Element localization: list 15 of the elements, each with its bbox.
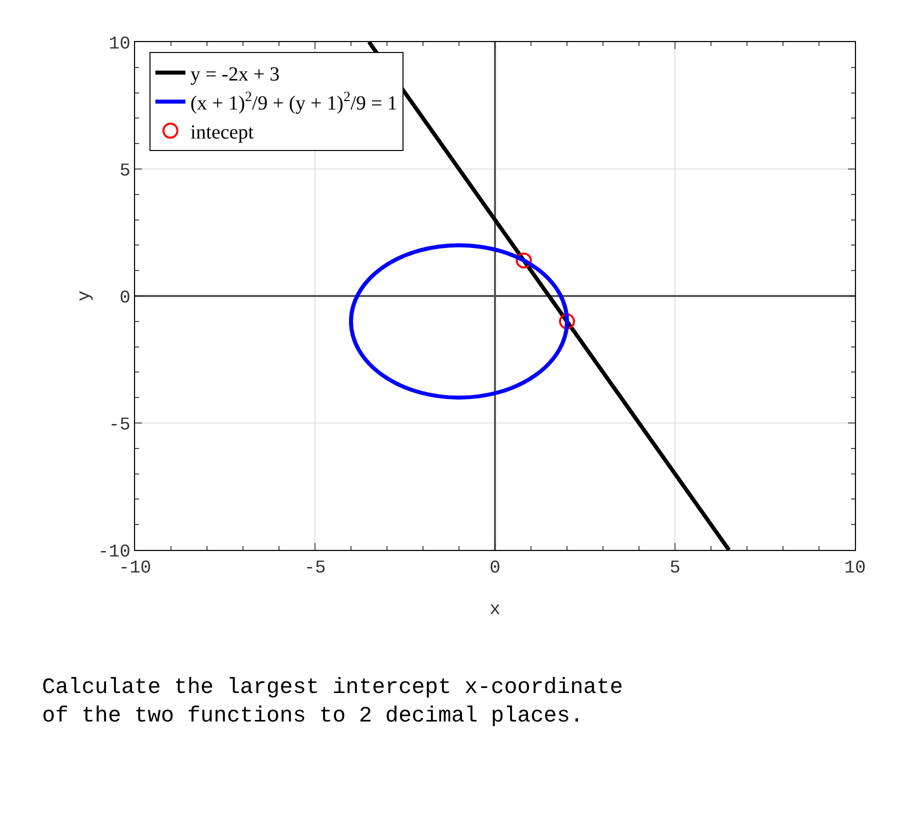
x-tick-label: 10 [844,558,866,579]
x-tick-label: 5 [670,558,680,579]
y-tick-label: 10 [108,34,130,54]
y-tick-label: 5 [120,161,130,182]
y-tick-label: 0 [120,288,130,308]
legend-label: y = -2x + 3 [190,63,280,86]
legend-label: intecept [190,121,254,144]
x-axis-title: x [490,600,500,620]
x-tick-label: -5 [304,558,326,579]
x-tick-label: 0 [490,558,500,579]
legend-label: (x + 1)$^{2}$/9 + (y + 1)$^{2}$/9 = 1 [190,90,398,114]
y-tick-label: -5 [108,415,130,436]
y-tick-label: -10 [98,542,130,562]
text: Calculate the largest intercept x-coordinate of the two functions to 2 decimal places. [42,675,623,729]
y-axis-title: y [75,290,95,302]
